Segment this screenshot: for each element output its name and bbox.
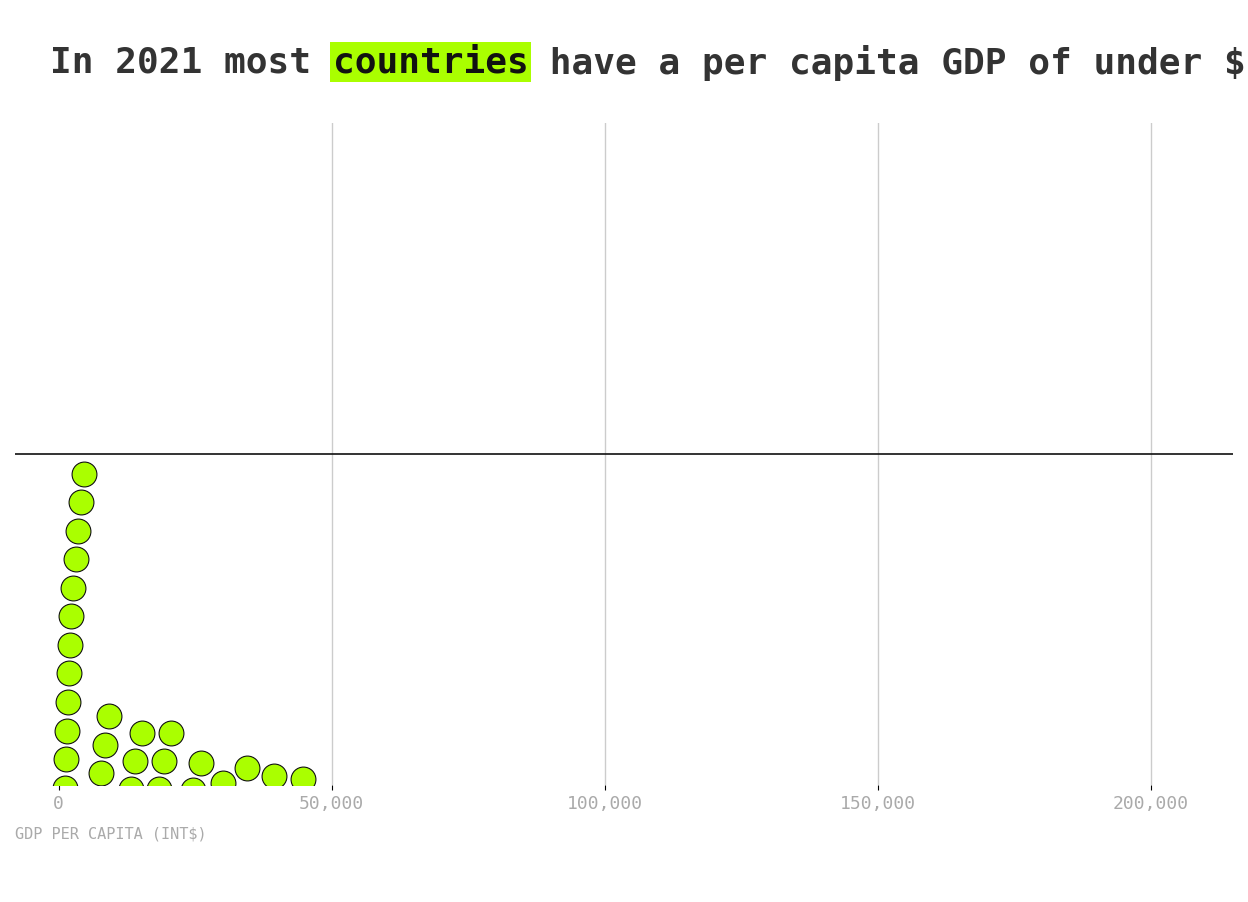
Point — [185, 887, 205, 901]
Point — [313, 870, 333, 884]
Point — [281, 870, 301, 884]
Text: have a per capita GDP of under $50,000: have a per capita GDP of under $50,000 — [528, 45, 1248, 81]
Point — [87, 794, 107, 808]
Point — [95, 737, 115, 751]
Point — [51, 866, 71, 880]
Point — [1141, 895, 1161, 902]
Point — [61, 609, 81, 623]
Point — [91, 766, 111, 780]
Point — [228, 840, 248, 854]
Point — [207, 804, 227, 818]
Point — [145, 810, 165, 824]
Point — [66, 552, 86, 566]
Point — [540, 895, 560, 902]
Point — [77, 879, 97, 894]
Point — [182, 783, 202, 797]
Point — [354, 843, 374, 858]
Point — [71, 495, 91, 510]
Point — [54, 838, 74, 852]
Point — [359, 895, 379, 902]
Point — [323, 796, 343, 810]
Point — [202, 832, 222, 846]
Point — [568, 887, 588, 901]
Point — [132, 726, 152, 741]
Point — [223, 868, 243, 882]
Point — [57, 723, 77, 738]
Point — [191, 756, 211, 770]
Point — [57, 695, 77, 709]
Point — [59, 667, 79, 681]
Point — [75, 466, 95, 481]
Point — [116, 810, 136, 824]
Text: In 2021 most: In 2021 most — [50, 45, 333, 79]
Point — [112, 839, 132, 853]
Point — [134, 867, 154, 881]
Point — [256, 848, 276, 862]
Point — [287, 800, 307, 815]
Point — [237, 761, 257, 776]
Point — [161, 726, 181, 741]
Point — [130, 895, 150, 902]
Point — [431, 887, 451, 901]
Point — [177, 811, 197, 825]
Point — [150, 782, 170, 796]
Point — [196, 860, 216, 874]
Point — [649, 887, 669, 901]
Point — [293, 772, 313, 787]
Point — [154, 754, 173, 769]
Point — [377, 871, 397, 886]
Point — [623, 895, 643, 902]
Point — [106, 867, 126, 881]
Point — [260, 796, 280, 811]
Point — [158, 895, 178, 902]
Point — [273, 825, 293, 840]
Point — [409, 869, 429, 883]
Point — [163, 867, 183, 881]
Point — [99, 709, 119, 723]
Point — [251, 876, 271, 890]
Point — [300, 895, 319, 902]
X-axis label: GDP PER CAPITA (INT$): GDP PER CAPITA (INT$) — [15, 827, 207, 842]
Point — [55, 780, 75, 795]
Point — [329, 895, 349, 902]
Point — [56, 752, 76, 767]
Point — [326, 844, 346, 859]
Point — [271, 897, 291, 902]
Point — [235, 811, 255, 825]
Point — [343, 870, 363, 884]
Point — [60, 638, 80, 652]
Point — [212, 776, 232, 790]
Point — [64, 581, 84, 595]
Text: countries: countries — [333, 45, 528, 79]
Point — [398, 895, 418, 902]
Point — [84, 823, 104, 837]
Point — [125, 754, 145, 769]
Point — [67, 523, 87, 538]
Point — [216, 895, 236, 902]
Point — [297, 846, 317, 861]
Point — [51, 895, 71, 902]
Point — [54, 809, 74, 824]
Point — [101, 895, 121, 902]
Point — [141, 839, 161, 853]
Point — [81, 851, 101, 865]
Point — [172, 840, 192, 854]
Point — [310, 821, 329, 835]
Point — [265, 769, 285, 783]
Point — [121, 782, 141, 796]
